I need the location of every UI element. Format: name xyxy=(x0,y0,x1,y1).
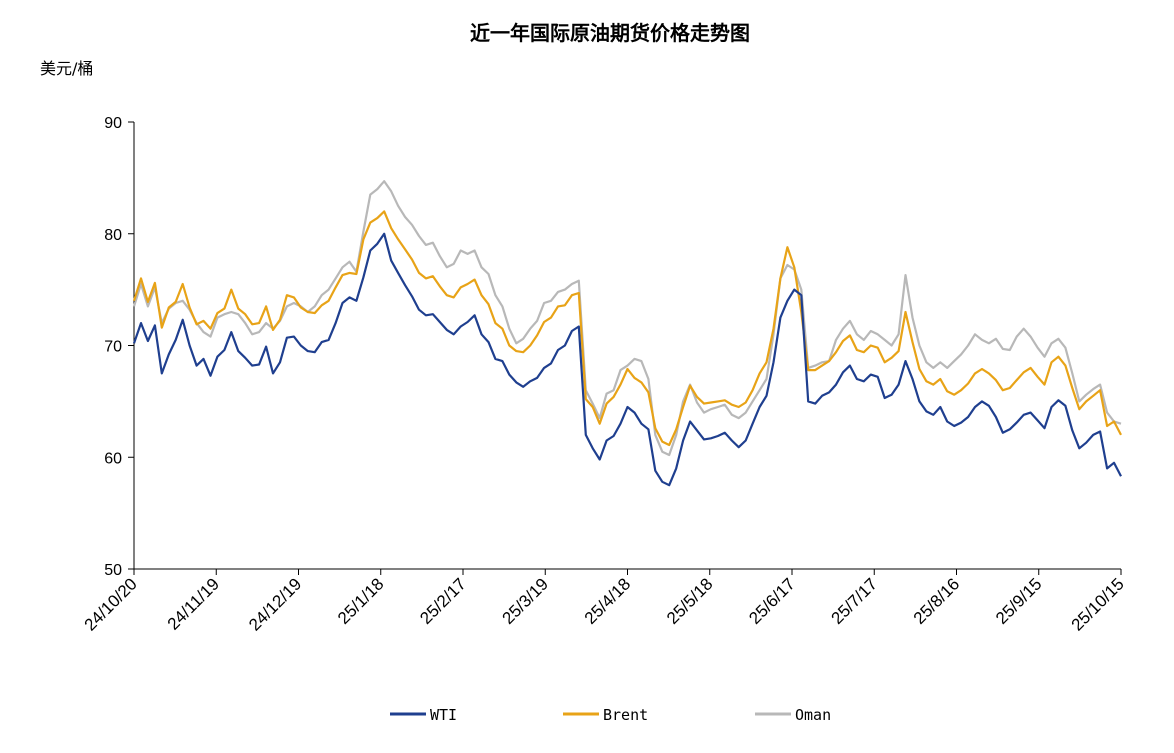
series-line-brent xyxy=(132,210,1122,447)
x-tick-label: 25/6/17 xyxy=(745,574,799,628)
x-tick-label: 24/10/20 xyxy=(81,574,141,634)
series-line-wti xyxy=(132,232,1122,487)
legend: WTI Brent Oman xyxy=(390,706,831,724)
series-lines xyxy=(132,180,1122,487)
x-tick-label: 24/11/19 xyxy=(164,574,223,633)
x-tick-label: 25/8/16 xyxy=(910,574,964,628)
legend-label-brent: Brent xyxy=(603,706,648,724)
y-axis-unit: 美元/桶 xyxy=(40,59,93,78)
legend-item-oman[interactable]: Oman xyxy=(755,706,831,724)
x-tick-label: 25/10/15 xyxy=(1068,574,1128,634)
legend-item-brent[interactable]: Brent xyxy=(563,706,648,724)
legend-label-wti: WTI xyxy=(430,706,457,724)
legend-item-wti[interactable]: WTI xyxy=(390,706,457,724)
y-tick-label: 50 xyxy=(104,562,122,579)
legend-label-oman: Oman xyxy=(795,706,831,724)
x-tick-label: 25/2/17 xyxy=(416,574,470,628)
chart-title: 近一年国际原油期货价格走势图 xyxy=(470,21,750,45)
y-tick-label: 90 xyxy=(104,115,122,132)
x-axis: 24/10/20 24/11/19 24/12/19 25/1/18 25/2/17 25… xyxy=(81,568,1128,635)
y-tick-label: 80 xyxy=(104,227,122,244)
x-tick-label: 25/9/15 xyxy=(992,574,1046,628)
x-tick-label: 24/12/19 xyxy=(245,574,305,634)
x-tick-label: 25/4/18 xyxy=(581,574,635,628)
y-tick-label: 70 xyxy=(104,339,122,356)
x-tick-label: 25/7/17 xyxy=(828,574,882,628)
y-axis: 90 80 70 60 50 xyxy=(104,115,135,579)
x-tick-label: 25/5/18 xyxy=(663,574,717,628)
x-tick-label: 25/3/19 xyxy=(499,574,553,628)
y-tick-label: 60 xyxy=(104,450,122,467)
x-tick-label: 25/1/18 xyxy=(334,574,388,628)
series-line-oman xyxy=(132,180,1122,457)
